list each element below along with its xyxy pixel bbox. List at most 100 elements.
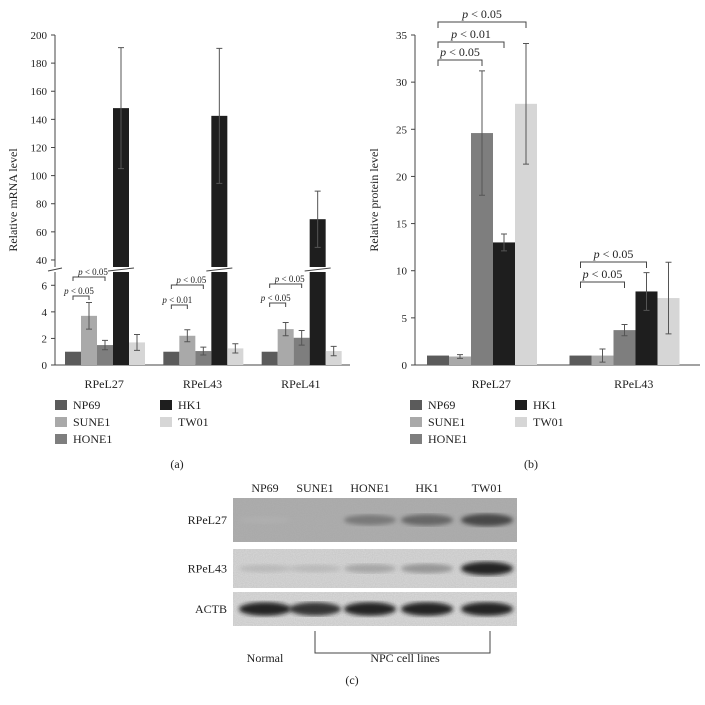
panel-b-bar xyxy=(515,103,537,365)
blot-normal-label: Normal xyxy=(247,651,284,665)
panel-a-ytick-label: 80 xyxy=(36,199,48,211)
panel-a-ytick-label: 200 xyxy=(31,30,48,42)
panel-a-bar xyxy=(309,272,326,365)
panel-a-bar xyxy=(113,108,129,268)
panel-a-bar-break xyxy=(107,267,135,272)
panel-b-error-bar xyxy=(479,70,485,196)
blot-band xyxy=(239,516,291,524)
panel-a-bar xyxy=(163,351,180,365)
legend-swatch xyxy=(55,434,67,444)
panel-b-error-bar xyxy=(621,323,628,337)
panel-a-error-bar xyxy=(216,47,223,184)
panel-a-pvalue: p < 0.05 xyxy=(175,275,206,285)
panel-a-pvalue: p < 0.05 xyxy=(274,274,305,284)
panel-a-bar xyxy=(211,272,228,365)
legend-label: SUNE1 xyxy=(428,415,465,429)
panel-b-significance-bracket xyxy=(580,281,625,288)
legend-swatch xyxy=(515,417,527,427)
panel-b-significance-bracket xyxy=(580,261,647,268)
blot-band xyxy=(461,602,513,616)
panel-b-significance-bracket xyxy=(437,21,527,28)
panel-a-bar xyxy=(113,272,129,365)
panel-a-ytick-label: 40 xyxy=(36,255,48,267)
panel-a-pvalue: p < 0.01 xyxy=(161,295,192,305)
panel-a-error-bar xyxy=(232,343,239,354)
panel-b-error-bar xyxy=(523,42,529,165)
panel-a-bar xyxy=(129,342,145,365)
blot-row-label: ACTB xyxy=(195,602,227,616)
legend-label: HK1 xyxy=(178,398,201,412)
panel-a-error-bar xyxy=(184,329,191,343)
panel-b-error-bar xyxy=(457,354,463,359)
panel-b-category-label: RPeL43 xyxy=(614,377,653,391)
panel-b-error-bar xyxy=(599,348,606,363)
blot-lane-label: HK1 xyxy=(415,481,438,495)
legend-label: TW01 xyxy=(178,415,209,429)
panel-a-label: (a) xyxy=(170,457,183,471)
panel-b-bar xyxy=(493,242,515,365)
panel-a-bar xyxy=(277,329,294,365)
panel-a-error-bar xyxy=(200,346,207,356)
blot-row-label: RPeL27 xyxy=(188,513,227,527)
panel-b-significance-bracket xyxy=(437,59,483,66)
panel-a-ytick-label: 60 xyxy=(36,227,48,239)
panel-a-bar xyxy=(227,348,244,365)
panel-a-error-bar xyxy=(314,190,321,248)
blot-band xyxy=(461,513,513,527)
panel-a-ytick-label: 6 xyxy=(42,280,48,292)
blot-band xyxy=(289,564,341,573)
blot-lane-label: HONE1 xyxy=(350,481,389,495)
panel-b-label: (b) xyxy=(524,457,538,471)
legend-swatch xyxy=(410,434,422,444)
panel-a-ytick-label: 0 xyxy=(42,360,48,372)
panel-a-significance-bracket xyxy=(72,295,90,300)
panel-b-ytick-label: 5 xyxy=(402,313,408,325)
panel-a-significance-bracket xyxy=(269,302,287,307)
panel-a-error-bar xyxy=(102,339,108,351)
panel-a-bar xyxy=(325,351,342,365)
blot-band xyxy=(461,561,513,576)
panel-a-ytick-label: 120 xyxy=(31,142,48,154)
legend-label: HONE1 xyxy=(73,432,112,446)
panel-b-bar xyxy=(613,330,636,365)
panel-b-category-label: RPeL27 xyxy=(472,377,511,391)
panel-a-ytick-label: 100 xyxy=(31,171,48,183)
panel-a-bar-break xyxy=(206,267,233,272)
panel-a-bar xyxy=(293,337,310,365)
panel-a-ytick-label: 140 xyxy=(31,114,48,126)
panel-a-significance-bracket xyxy=(170,284,204,289)
legend-swatch xyxy=(515,400,527,410)
blot-lane-label: SUNE1 xyxy=(296,481,333,495)
panel-a-bar xyxy=(195,351,212,365)
legend-swatch xyxy=(160,417,172,427)
npc-bracket xyxy=(314,631,491,654)
panel-b-pvalue: p < 0.05 xyxy=(582,267,623,281)
panel-c-label: (c) xyxy=(345,673,358,687)
panel-a-bars xyxy=(65,47,342,365)
panel-a-axis-break xyxy=(47,267,63,272)
panel-a-bar xyxy=(81,315,97,365)
legend-label: HK1 xyxy=(533,398,556,412)
panel-b-ytick-label: 20 xyxy=(396,171,408,183)
panel-a-error-bar xyxy=(330,345,337,357)
panel-a-error-bar xyxy=(134,333,140,351)
panel-b-error-bar xyxy=(643,272,650,311)
blot-band xyxy=(344,564,396,573)
blot-npc-label: NPC cell lines xyxy=(370,651,440,665)
legend-label: TW01 xyxy=(533,415,564,429)
panel-a-category-label: RPeL27 xyxy=(84,377,123,391)
panel-b-significance-bracket xyxy=(437,41,505,48)
blot-band xyxy=(289,516,341,524)
panel-b-ytick-label: 0 xyxy=(402,360,408,372)
panel-a-ytick-label: 4 xyxy=(42,307,48,319)
panel-a-pvalue: p < 0.05 xyxy=(260,293,291,303)
panel-a-bar xyxy=(97,345,113,365)
panel-b-ytick-label: 15 xyxy=(396,219,408,231)
panel-a-significance-bracket xyxy=(170,304,188,309)
panel-a-error-bar xyxy=(118,47,124,170)
legend-label: HONE1 xyxy=(428,432,467,446)
blot-band xyxy=(239,564,291,573)
blot-band xyxy=(401,563,453,574)
